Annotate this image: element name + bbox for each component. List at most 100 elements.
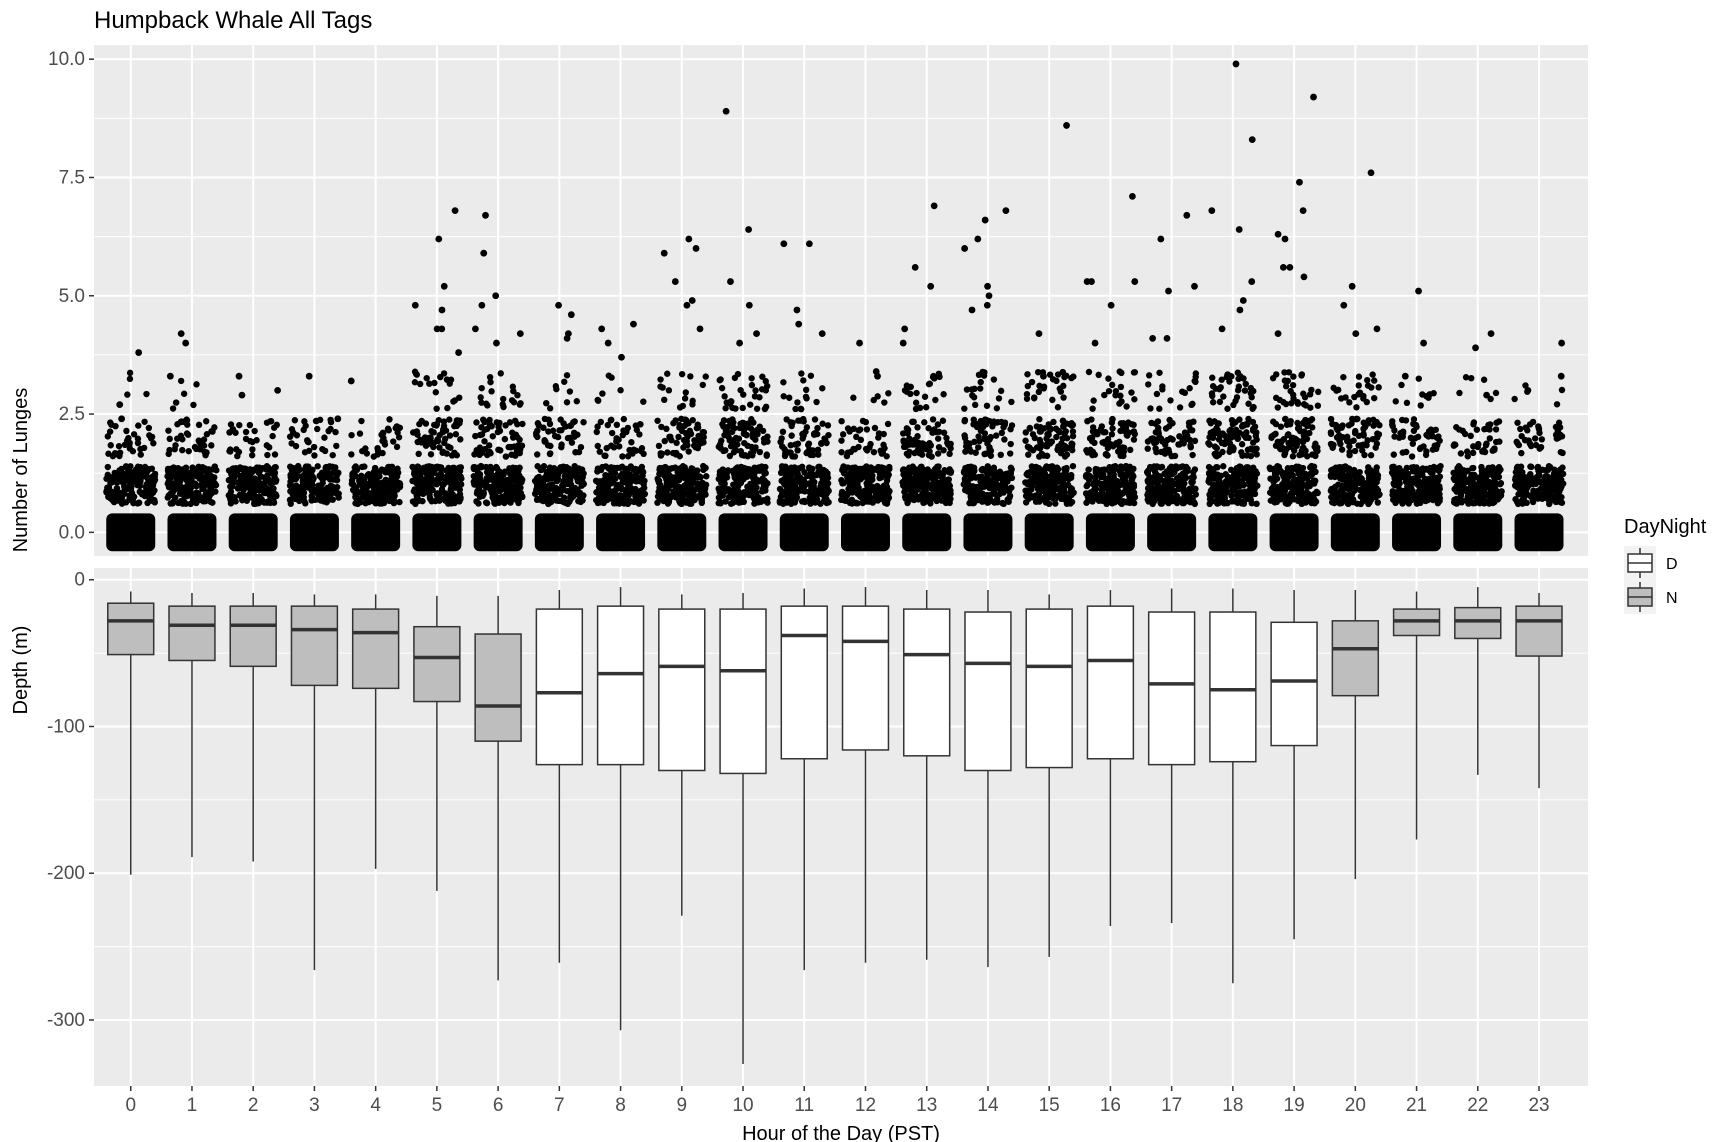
lunge-point (497, 370, 504, 377)
lunge-point (519, 420, 526, 428)
lunge-point (870, 448, 878, 456)
lunge-point (606, 490, 613, 498)
lunge-point (417, 466, 425, 474)
lunge-point (716, 468, 724, 475)
lunge-point (446, 416, 453, 423)
lunge-point (436, 464, 443, 471)
lunge-point (1166, 464, 1174, 472)
lunge-point (785, 491, 793, 498)
lunge-point (553, 385, 560, 393)
lunge-point (415, 450, 422, 458)
lunge-point (1271, 468, 1279, 475)
lunge-point (545, 491, 553, 499)
lunge-point (1130, 436, 1138, 443)
lunge-point (302, 500, 309, 507)
lunge-point (540, 497, 547, 505)
lunge-point (1230, 429, 1237, 436)
lunge-point (1087, 489, 1094, 496)
lunge-point (798, 405, 805, 413)
lunge-point (433, 496, 441, 503)
lunge-point (226, 494, 234, 501)
lunge-point (244, 469, 252, 476)
lunge-point (558, 427, 565, 434)
lunge-point (545, 416, 552, 423)
lunge-point (983, 402, 991, 409)
lunge-point (913, 389, 920, 397)
lunge-point (458, 475, 465, 482)
lunge-point (413, 495, 420, 503)
lunge-point (251, 427, 258, 435)
lunge-point (1220, 393, 1227, 400)
lunge-point (105, 473, 113, 480)
lunge-point (762, 463, 769, 471)
lunge-point (422, 420, 430, 427)
lunge-point (1187, 444, 1194, 451)
lunge-point (884, 420, 892, 428)
lunge-point (134, 463, 142, 470)
lunge-point (594, 442, 601, 450)
lunge-point (137, 451, 144, 458)
lunge-point (456, 491, 464, 498)
lunge-point (433, 420, 441, 428)
lunge-point (502, 485, 510, 493)
lunge-point (1127, 446, 1134, 454)
lunge-point (476, 474, 483, 481)
lunge-point (782, 450, 789, 457)
lunge-point (1167, 397, 1174, 404)
lunge-point (1060, 382, 1067, 390)
lunge-point (508, 468, 516, 475)
lunge-point (939, 417, 947, 424)
lunge-point (446, 432, 454, 439)
lunge-point (761, 405, 769, 413)
lunge-point (1063, 464, 1070, 472)
lunge-point (1154, 418, 1162, 425)
lunge-zero-band (963, 513, 1013, 552)
lunge-point (505, 443, 512, 451)
lunge-point (515, 465, 522, 473)
lunge-point (814, 446, 822, 454)
lunge-point (992, 432, 1000, 439)
lunge-point (961, 432, 968, 439)
lunge-point (920, 499, 927, 507)
lunge-point (1063, 451, 1071, 458)
lunge-point (1280, 483, 1288, 490)
lunge-point (800, 377, 807, 384)
lunge-point (432, 477, 439, 485)
lunge-point (321, 434, 328, 441)
lunge-point (364, 472, 371, 479)
lunge-point (791, 499, 798, 506)
lunge-zero-band (596, 513, 646, 552)
lunge-point (490, 497, 498, 504)
lunge-point (819, 385, 826, 392)
lunge-point (967, 448, 975, 455)
lunge-point (371, 480, 379, 487)
lunge-point (471, 451, 478, 458)
lunge-point (486, 416, 493, 424)
lunge-point (193, 381, 200, 388)
lunge-point (926, 474, 933, 481)
lunge-point (1155, 428, 1162, 435)
lunge-point (441, 439, 448, 447)
lunge-point (921, 419, 928, 426)
lunge-point (776, 497, 784, 505)
lunge-point (763, 451, 771, 458)
lunge-point (428, 498, 435, 505)
lunge-point (813, 398, 820, 406)
lunge-point (486, 442, 493, 449)
lunge-point (249, 446, 256, 453)
lunge-point (193, 483, 200, 490)
lunge-point (181, 498, 188, 506)
lunge-point (203, 431, 211, 438)
lunge-point (1130, 473, 1137, 480)
lunge-point (288, 476, 296, 483)
lunge-point (794, 447, 801, 454)
lunge-point (236, 482, 243, 489)
lunge-point (700, 466, 707, 474)
lunge-point (422, 465, 429, 472)
lunge-point (715, 443, 723, 450)
lunge-point (1295, 491, 1303, 499)
lunge-point (332, 428, 339, 436)
lunge-point (228, 477, 236, 485)
lunge-point (177, 377, 185, 385)
